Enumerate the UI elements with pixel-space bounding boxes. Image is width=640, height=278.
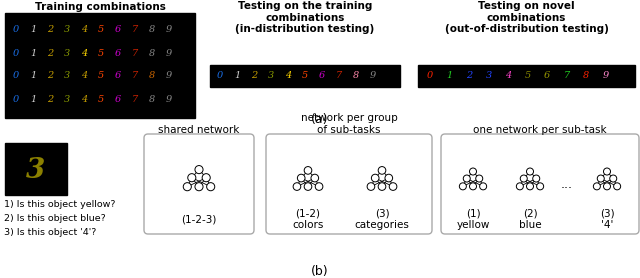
Circle shape bbox=[311, 174, 319, 182]
Text: 5: 5 bbox=[524, 71, 531, 81]
Circle shape bbox=[316, 183, 323, 190]
Text: (3)
'4': (3) '4' bbox=[600, 208, 614, 230]
Text: shared network: shared network bbox=[158, 125, 240, 135]
Text: ...: ... bbox=[561, 177, 573, 190]
Text: 1) Is this object yellow?
2) Is this object blue?
3) Is this object '4'?: 1) Is this object yellow? 2) Is this obj… bbox=[4, 200, 115, 237]
Bar bbox=[210, 65, 400, 87]
Circle shape bbox=[183, 183, 191, 191]
Text: 6: 6 bbox=[115, 71, 121, 81]
Text: one network per sub-task: one network per sub-task bbox=[473, 125, 607, 135]
Text: 0: 0 bbox=[13, 48, 19, 58]
Text: 3: 3 bbox=[64, 26, 70, 34]
Text: 9: 9 bbox=[166, 48, 172, 58]
Circle shape bbox=[202, 174, 211, 182]
Circle shape bbox=[476, 175, 483, 182]
Text: 9: 9 bbox=[166, 26, 172, 34]
Circle shape bbox=[378, 183, 386, 190]
Text: 5: 5 bbox=[98, 26, 104, 34]
Text: 4: 4 bbox=[81, 48, 87, 58]
Text: 3: 3 bbox=[64, 71, 70, 81]
Circle shape bbox=[371, 174, 379, 182]
Text: (1-2-3): (1-2-3) bbox=[181, 214, 217, 224]
Text: (1)
yellow: (1) yellow bbox=[456, 208, 490, 230]
Text: 7: 7 bbox=[132, 71, 138, 81]
Circle shape bbox=[593, 183, 600, 190]
Circle shape bbox=[188, 174, 196, 182]
Circle shape bbox=[604, 183, 611, 190]
Text: 0: 0 bbox=[217, 71, 223, 81]
Text: 7: 7 bbox=[336, 71, 342, 81]
Text: 3: 3 bbox=[26, 158, 45, 185]
Circle shape bbox=[195, 183, 203, 191]
Text: 1: 1 bbox=[30, 95, 36, 103]
Text: 8: 8 bbox=[583, 71, 589, 81]
Text: 8: 8 bbox=[149, 71, 155, 81]
Text: (b): (b) bbox=[311, 265, 329, 278]
Text: 1: 1 bbox=[446, 71, 452, 81]
Bar bbox=[418, 65, 635, 87]
Circle shape bbox=[610, 175, 617, 182]
Text: 0: 0 bbox=[13, 95, 19, 103]
Bar bbox=[5, 143, 67, 195]
Text: 2: 2 bbox=[47, 26, 53, 34]
Circle shape bbox=[479, 183, 486, 190]
Text: 5: 5 bbox=[98, 48, 104, 58]
Circle shape bbox=[463, 175, 470, 182]
Text: 6: 6 bbox=[115, 26, 121, 34]
Circle shape bbox=[597, 175, 604, 182]
Circle shape bbox=[195, 166, 203, 174]
Text: network per group
of sub-tasks: network per group of sub-tasks bbox=[301, 113, 397, 135]
Text: 3: 3 bbox=[64, 48, 70, 58]
Text: Training combinations: Training combinations bbox=[35, 2, 165, 12]
Text: 4: 4 bbox=[285, 71, 291, 81]
Text: 9: 9 bbox=[166, 95, 172, 103]
FancyBboxPatch shape bbox=[144, 134, 254, 234]
Circle shape bbox=[470, 183, 477, 190]
Text: 0: 0 bbox=[13, 71, 19, 81]
Text: 9: 9 bbox=[602, 71, 609, 81]
Text: Testing on novel
combinations
(out-of-distribution testing): Testing on novel combinations (out-of-di… bbox=[445, 1, 609, 34]
Text: 4: 4 bbox=[81, 26, 87, 34]
Text: 5: 5 bbox=[98, 95, 104, 103]
Text: 6: 6 bbox=[115, 95, 121, 103]
Text: 0: 0 bbox=[427, 71, 433, 81]
Circle shape bbox=[527, 183, 534, 190]
Text: 3: 3 bbox=[485, 71, 492, 81]
Circle shape bbox=[520, 175, 527, 182]
Circle shape bbox=[536, 183, 543, 190]
Circle shape bbox=[304, 183, 312, 190]
Text: 5: 5 bbox=[302, 71, 308, 81]
Text: 9: 9 bbox=[370, 71, 376, 81]
Text: 2: 2 bbox=[466, 71, 472, 81]
Text: 6: 6 bbox=[544, 71, 550, 81]
Text: 7: 7 bbox=[132, 48, 138, 58]
Text: 1: 1 bbox=[30, 48, 36, 58]
Text: 2: 2 bbox=[47, 48, 53, 58]
FancyBboxPatch shape bbox=[266, 134, 432, 234]
Text: 5: 5 bbox=[98, 71, 104, 81]
Text: 2: 2 bbox=[47, 71, 53, 81]
Circle shape bbox=[298, 174, 305, 182]
Text: 8: 8 bbox=[149, 26, 155, 34]
Text: 7: 7 bbox=[132, 95, 138, 103]
Text: (1-2)
colors: (1-2) colors bbox=[292, 208, 324, 230]
Text: 1: 1 bbox=[30, 71, 36, 81]
Circle shape bbox=[460, 183, 467, 190]
Text: 1: 1 bbox=[30, 26, 36, 34]
Text: 2: 2 bbox=[47, 95, 53, 103]
Circle shape bbox=[532, 175, 540, 182]
Bar bbox=[5, 13, 195, 118]
Text: 7: 7 bbox=[132, 26, 138, 34]
Text: 4: 4 bbox=[505, 71, 511, 81]
Text: 4: 4 bbox=[81, 95, 87, 103]
Circle shape bbox=[516, 183, 524, 190]
Text: (a): (a) bbox=[311, 113, 329, 126]
Text: (3)
categories: (3) categories bbox=[355, 208, 410, 230]
Text: 3: 3 bbox=[64, 95, 70, 103]
Circle shape bbox=[304, 167, 312, 174]
Text: 8: 8 bbox=[353, 71, 359, 81]
Circle shape bbox=[470, 168, 477, 175]
Text: 6: 6 bbox=[319, 71, 325, 81]
Circle shape bbox=[604, 168, 611, 175]
Text: 6: 6 bbox=[115, 48, 121, 58]
